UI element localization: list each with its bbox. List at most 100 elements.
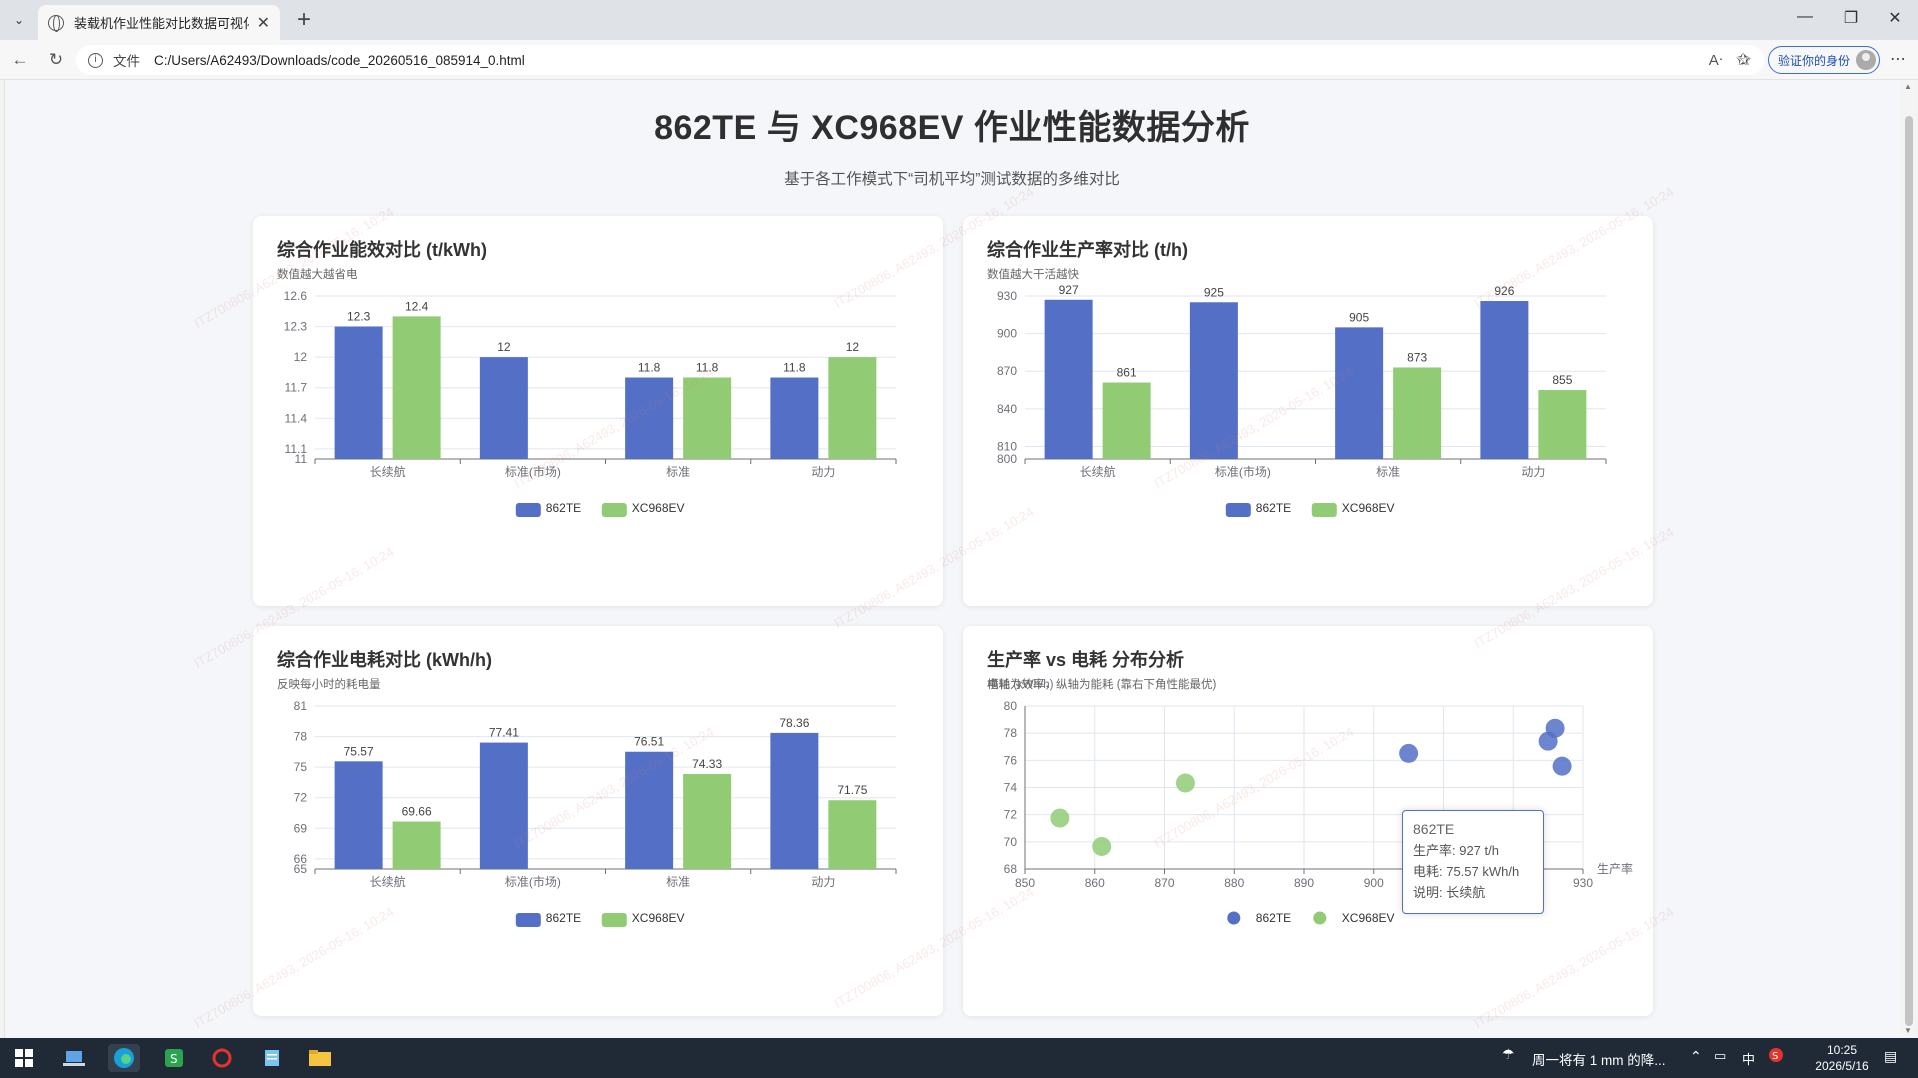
bar-XC968EV xyxy=(828,800,877,869)
y-tick-label: 69 xyxy=(294,821,308,835)
x-tick-label: 标准(市场) xyxy=(505,464,561,479)
more-icon[interactable]: ⋯ xyxy=(1890,51,1906,68)
bar-XC968EV xyxy=(1538,390,1587,459)
x-tick-label: 标准 xyxy=(1376,465,1400,479)
back-icon[interactable]: ← xyxy=(11,50,29,69)
scrollbar-thumb[interactable] xyxy=(1905,116,1913,1026)
consumption-chart-card: 综合作业电耗对比 (kWh/h) 反映每小时的耗电量 65 66 69 72 75 78 8… xyxy=(253,626,943,1016)
plus-icon[interactable]: + xyxy=(296,6,311,33)
y-tick-label: 75 xyxy=(294,760,308,774)
y-tick-label: 12.6 xyxy=(284,289,308,303)
bar-862TE xyxy=(334,761,383,869)
star-icon[interactable]: ☆ xyxy=(1738,52,1752,69)
red-app-logo-icon xyxy=(212,1048,232,1068)
bar-862TE xyxy=(1480,301,1529,459)
notification-icon[interactable]: ▤ xyxy=(1884,1048,1898,1064)
clock-time: 10:25 xyxy=(1826,1043,1858,1057)
profile-label: 验证你的身份 xyxy=(1778,53,1851,68)
close-icon[interactable]: ✕ xyxy=(256,14,270,32)
scatter-chart: 6870727476788085086087088089090091092093… xyxy=(1004,699,1633,925)
x-tick-label: 850 xyxy=(1015,876,1035,890)
scatter-point-862TE xyxy=(1552,756,1572,776)
read-aloud-icon[interactable]: Aᐧ xyxy=(1708,52,1723,69)
chevron-up-icon[interactable]: ⌃ xyxy=(1690,1048,1702,1064)
scatter-point-XC968EV xyxy=(1175,773,1195,793)
y-tick-label: 65 xyxy=(294,862,308,876)
y-tick-label: 80 xyxy=(1004,699,1018,713)
y-tick-label: 78 xyxy=(294,730,308,744)
legend-marker xyxy=(1313,911,1327,925)
url-scheme: 文件 xyxy=(113,54,140,69)
tooltip-title: 862TE xyxy=(1413,821,1455,837)
system-clock[interactable]: 10:25 2026/5/16 xyxy=(1806,1042,1878,1074)
legend-label: 862TE xyxy=(1256,911,1291,925)
x-tick-label: 动力 xyxy=(811,465,835,479)
tab-list-icon[interactable]: ⌄ xyxy=(13,13,25,27)
bar-862TE xyxy=(334,326,383,459)
minimize-icon[interactable]: — xyxy=(1797,8,1813,25)
chart-subtitle: 数值越大干活越快 xyxy=(987,269,1079,281)
restore-icon[interactable]: ❐ xyxy=(1843,10,1859,27)
data-label: 76.51 xyxy=(634,735,664,749)
legend-label: 862TE xyxy=(546,501,581,515)
favorites-icon[interactable]: ✩ xyxy=(1736,50,1751,69)
x-tick-label: 930 xyxy=(1573,876,1593,890)
app-red-icon[interactable] xyxy=(206,1044,238,1072)
tab-title: 装载机作业性能对比数据可视化 xyxy=(74,16,249,31)
data-label: 925 xyxy=(1204,285,1224,299)
chart-subtitle-text: 横轴为效率，纵轴为能耗 (靠右下角性能最优) xyxy=(987,679,1217,691)
legend-label: XC968EV xyxy=(632,911,685,925)
window-close-icon[interactable]: ✕ xyxy=(1888,10,1902,27)
wps-sheet-icon[interactable]: S xyxy=(158,1044,190,1072)
y-tick-label: 900 xyxy=(997,327,1017,341)
data-label: 855 xyxy=(1552,373,1572,387)
y-tick-label: 11.4 xyxy=(285,411,308,425)
notepad-icon[interactable] xyxy=(256,1044,288,1072)
scatter-point-XC968EV xyxy=(1092,836,1112,856)
tray-s-icon: S xyxy=(1769,1048,1783,1062)
bar-862TE xyxy=(479,357,528,459)
windows-start-icon[interactable] xyxy=(8,1044,40,1072)
legend-marker xyxy=(515,913,541,927)
network-icon[interactable]: ▭ xyxy=(1714,1048,1727,1063)
page-title: 862TE 与 XC968EV 作业性能数据分析 xyxy=(654,109,1250,147)
y-tick-label: 800 xyxy=(997,452,1017,466)
taskbar: S ☂ 周一将有 1 mm 的降... ⌃ ▭ 中 S 10:25 2026/5… xyxy=(0,1038,1918,1078)
browser-tab-bar: ⌄ 装载机作业性能对比数据可视化 ✕ + — ❐ ✕ xyxy=(0,0,1918,40)
legend-marker xyxy=(1227,911,1241,925)
weather-text[interactable]: 周一将有 1 mm 的降... xyxy=(1532,1053,1666,1068)
chart-title: 生产率 vs 电耗 分布分析 xyxy=(987,650,1185,670)
url-input[interactable]: i 文件 C:/Users/A62493/Downloads/code_2026… xyxy=(76,45,1764,75)
scatter-point-XC968EV xyxy=(1050,808,1070,828)
scroll-up-icon[interactable]: ▲ xyxy=(1904,82,1912,91)
app-tray-icon[interactable]: S xyxy=(1768,1047,1784,1066)
file-explorer-icon[interactable] xyxy=(304,1044,336,1072)
bar-862TE xyxy=(1044,299,1093,459)
page-subtitle: 基于各工作模式下“司机平均”测试数据的多维对比 xyxy=(784,171,1120,188)
chart-subtitle: 数值越大越省电 xyxy=(277,269,358,281)
y-tick-label: 11.1 xyxy=(285,442,308,456)
chart-title: 综合作业能效对比 (t/kWh) xyxy=(277,240,487,260)
refresh-icon[interactable]: ↻ xyxy=(48,50,64,69)
browser-tab[interactable]: 装载机作业性能对比数据可视化 ✕ xyxy=(38,5,280,40)
spreadsheet-icon: S xyxy=(165,1049,183,1067)
x-tick-label: 标准(市场) xyxy=(1215,464,1271,479)
data-label: 71.75 xyxy=(837,783,867,797)
scroll-down-icon[interactable]: ▼ xyxy=(1904,1026,1912,1035)
y-tick-label: 68 xyxy=(1004,862,1018,876)
edge-browser-icon[interactable] xyxy=(108,1044,140,1072)
info-icon[interactable]: i xyxy=(88,52,103,68)
address-bar: ← ↻ i 文件 C:/Users/A62493/Downloads/code_… xyxy=(0,40,1918,80)
y-tick-label: 12 xyxy=(294,350,308,364)
bar-XC968EV xyxy=(828,357,877,459)
legend-marker xyxy=(601,503,627,517)
scrollbar[interactable]: ▲ ▼ xyxy=(1902,80,1916,1038)
data-label: 12.3 xyxy=(347,310,371,324)
ime-indicator[interactable]: 中 xyxy=(1742,1052,1756,1067)
bar-862TE xyxy=(625,751,674,869)
x-tick-label: 长续航 xyxy=(370,874,406,889)
profile-button[interactable]: 验证你的身份 xyxy=(1768,46,1880,74)
chart-tooltip: 862TE 生产率: 927 t/h 电耗: 75.57 kWh/h 说明: 长… xyxy=(1402,810,1544,914)
weather-icon[interactable]: ☂ xyxy=(1502,1046,1515,1062)
desktop-icon[interactable] xyxy=(58,1044,90,1072)
